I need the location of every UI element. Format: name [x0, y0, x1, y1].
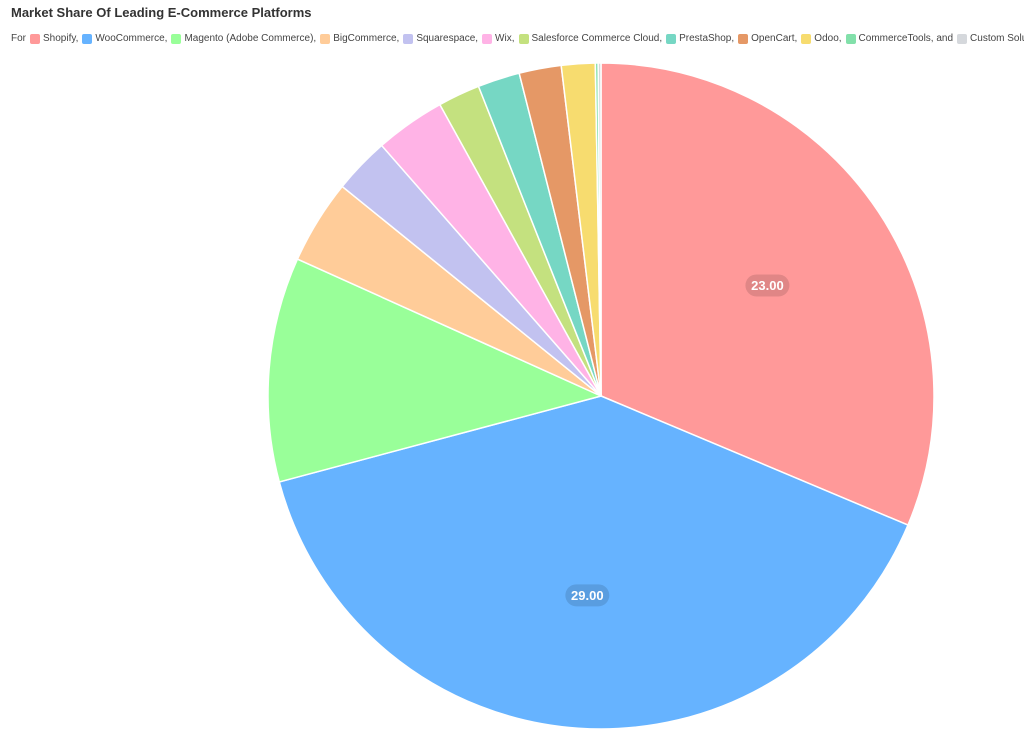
legend-prefix: For — [11, 33, 26, 44]
value-label: 29.00 — [565, 584, 610, 607]
legend-item[interactable]: Odoo, — [801, 33, 842, 44]
legend-label: Salesforce Commerce Cloud, — [531, 33, 663, 44]
value-label-text: 23.00 — [751, 278, 784, 293]
legend-swatch — [171, 33, 182, 44]
pie-slice[interactable] — [597, 62, 602, 397]
legend-item[interactable]: OpenCart, — [738, 33, 797, 44]
value-label-text: 29.00 — [571, 588, 604, 603]
legend-item[interactable]: Squarespace, — [403, 33, 478, 44]
pie-value-labels: 23.00 29.00 — [565, 274, 790, 607]
legend-label: Odoo, — [814, 33, 842, 44]
legend-label: WooCommerce, — [95, 33, 168, 44]
legend-label: PrestaShop, — [679, 33, 735, 44]
legend-swatch — [518, 33, 529, 44]
legend-item[interactable]: Salesforce Commerce Cloud, — [518, 33, 663, 44]
legend-item[interactable]: BigCommerce, — [320, 33, 399, 44]
legend: For Shopify, WooCommerce, Magento (Adobe C… — [11, 33, 1024, 44]
value-label-background — [565, 584, 610, 607]
legend-label: CommerceTools, and — [858, 33, 954, 44]
legend-label: Shopify, — [43, 33, 79, 44]
legend-item[interactable]: Custom Solutions — [957, 33, 1024, 44]
legend-swatch — [403, 33, 414, 44]
legend-item[interactable]: Shopify, — [30, 33, 78, 44]
legend-label: BigCommerce, — [333, 33, 400, 44]
legend-swatch — [82, 33, 93, 44]
legend-label: OpenCart, — [751, 33, 798, 44]
legend-item[interactable]: Wix, — [482, 33, 515, 44]
pie-slice[interactable] — [267, 258, 604, 483]
legend-label: Magento (Adobe Commerce), — [184, 33, 317, 44]
pie-slice[interactable] — [600, 62, 935, 527]
legend-label: Wix, — [495, 33, 515, 44]
pie-slices — [267, 62, 935, 730]
legend-swatch — [482, 33, 493, 44]
legend-swatch — [801, 33, 812, 44]
legend-label: Squarespace, — [416, 33, 479, 44]
legend-item[interactable]: WooCommerce, — [82, 33, 167, 44]
legend-swatch — [666, 33, 677, 44]
legend-item[interactable]: CommerceTools, and — [845, 33, 954, 44]
legend-swatch — [320, 33, 331, 44]
legend-label: Custom Solutions — [970, 33, 1024, 44]
legend-item[interactable]: Magento (Adobe Commerce), — [171, 33, 316, 44]
legend-swatch — [738, 33, 749, 44]
legend-swatch — [30, 33, 40, 44]
value-label: 23.00 — [745, 274, 790, 297]
legend-swatch — [845, 33, 856, 44]
legend-item[interactable]: PrestaShop, — [666, 33, 734, 44]
chart-title: Market Share Of Leading E-Commerce Platf… — [11, 5, 312, 20]
pie-slice[interactable] — [278, 395, 909, 730]
legend-swatch — [957, 33, 968, 44]
value-label-background — [745, 274, 790, 297]
